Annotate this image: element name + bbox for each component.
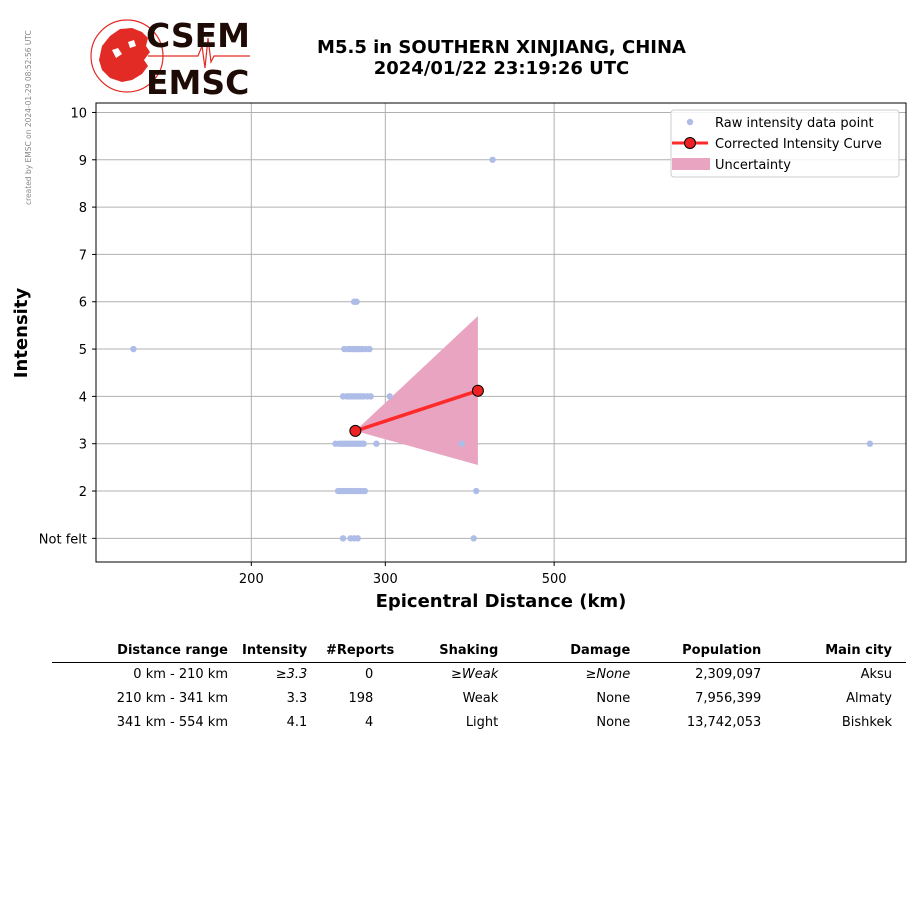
raw-data-point (367, 393, 374, 400)
corrected-curve-line (353, 388, 480, 433)
cell-range: 0 km - 210 km (133, 667, 228, 682)
table-header-row: Distance range Intensity #Reports Shakin… (52, 640, 906, 663)
raw-data-point (130, 345, 137, 353)
legend-curve-label: Corrected Intensity Curve (715, 137, 882, 152)
watermark-label: created by EMSC on 2024-01-29 08:52:56 U… (24, 30, 33, 205)
header-shaking: Shaking (408, 640, 513, 663)
raw-data-point (473, 487, 480, 495)
table-row: 0 km - 210 km ≥3.3 0 ≥Weak ≥None 2,309,0… (52, 663, 906, 688)
raw-data-point (386, 393, 393, 400)
y-tick-label: 3 (79, 438, 87, 453)
raw-data-point (458, 440, 465, 447)
y-tick-label: 9 (79, 154, 87, 169)
legend-box (670, 109, 900, 178)
watermark-text: created by EMSC on 2024-01-29 08:52:56 U… (24, 30, 33, 205)
cell-reports: 0 (364, 667, 374, 682)
cell-reports: 198 (348, 691, 374, 706)
y-tick-label: 5 (79, 343, 87, 358)
cell-range: 341 km - 554 km (116, 715, 228, 730)
legend-curve-marker (684, 137, 696, 149)
title-line-2: 2024/01/22 23:19:26 UTC (373, 58, 630, 79)
legend-uncertainty-label: Uncertainty (715, 158, 791, 173)
raw-data-point (353, 298, 360, 305)
table-row: 210 km - 341 km 3.3 198 Weak None 7,956,… (52, 687, 906, 711)
cell-city: Aksu (860, 667, 892, 682)
y-tick-label: 6 (79, 296, 87, 311)
raw-data-point (489, 156, 496, 163)
cell-range: 210 km - 341 km (116, 691, 228, 706)
header-main-city: Main city (775, 640, 906, 663)
corrected-curve-layer (349, 384, 484, 437)
header-distance-range: Distance range (52, 640, 242, 663)
raw-data-point (354, 535, 361, 542)
raw-data-point (339, 535, 347, 542)
cell-damage: None (596, 691, 631, 706)
title-line-1: M5.5 in SOUTHERN XINJIANG, CHINA (317, 37, 686, 58)
cell-population: 7,956,399 (695, 691, 762, 706)
header-damage: Damage (512, 640, 645, 663)
uncertainty-band (355, 315, 478, 465)
raw-points-layer (130, 156, 874, 542)
raw-data-point (361, 487, 369, 495)
cell-shaking: ≥Weak (451, 667, 499, 682)
y-tick-label: 8 (79, 201, 87, 216)
header-reports: #Reports (321, 640, 409, 663)
y-axis-label: Intensity (11, 288, 32, 379)
uncertainty-band-layer (355, 315, 478, 465)
cell-city: Bishkek (841, 715, 892, 730)
cell-intensity: 4.1 (286, 715, 308, 730)
x-axis-ticks: 200 300 500 (239, 562, 567, 587)
raw-data-point (360, 440, 367, 447)
x-axis-label: Epicentral Distance (km) (376, 591, 627, 612)
header-population: Population (644, 640, 776, 663)
y-axis-ticks: Not felt 2 3 4 5 6 7 8 9 10 (39, 106, 96, 547)
cell-damage: ≥None (585, 667, 631, 682)
y-tick-label: Not felt (39, 532, 87, 547)
x-tick-label: 500 (542, 572, 567, 587)
logo-bottom-text: EMSC (146, 63, 249, 100)
cell-population: 13,742,053 (686, 715, 762, 730)
logo-map-shape (99, 28, 150, 82)
y-tick-label: 10 (70, 106, 87, 121)
legend-raw-marker (686, 118, 694, 126)
raw-data-point (373, 440, 380, 447)
header-intensity: Intensity (242, 640, 322, 663)
cell-intensity: ≥3.3 (275, 667, 308, 682)
cell-population: 2,309,097 (695, 667, 762, 682)
corrected-curve-marker (471, 384, 484, 397)
grid-lines (96, 103, 906, 562)
logo-top-text: CSEM (146, 16, 250, 55)
y-tick-label: 4 (79, 390, 87, 405)
intensity-chart: 200 300 500 Not felt 2 3 4 5 6 7 8 9 10 Epicentral … (11, 102, 907, 612)
intensity-summary-table: Distance range Intensity #Reports Shakin… (52, 640, 906, 735)
cell-reports: 4 (364, 715, 374, 730)
y-tick-label: 2 (79, 485, 87, 500)
cell-intensity: 3.3 (286, 691, 308, 706)
table-row: 341 km - 554 km 4.1 4 Light None 13,742,… (52, 711, 906, 735)
chart-legend: Raw intensity data point Corrected Inten… (670, 109, 900, 178)
cell-shaking: Weak (462, 691, 499, 706)
cell-city: Almaty (846, 691, 892, 706)
x-tick-label: 300 (373, 572, 398, 587)
plot-frame (95, 102, 907, 563)
x-tick-label: 200 (239, 572, 264, 587)
raw-data-point (866, 440, 874, 447)
emsc-logo: CSEM EMSC (90, 16, 250, 100)
corrected-curve-marker (349, 424, 362, 437)
y-tick-label: 7 (79, 248, 87, 263)
raw-data-point (470, 535, 477, 542)
legend-uncertainty-swatch (672, 158, 710, 170)
cell-damage: None (596, 715, 631, 730)
legend-raw-label: Raw intensity data point (715, 116, 874, 131)
raw-data-point (366, 345, 373, 353)
chart-title: M5.5 in SOUTHERN XINJIANG, CHINA 2024/01… (250, 37, 753, 79)
cell-shaking: Light (465, 715, 499, 730)
logo-seismogram (148, 37, 250, 69)
